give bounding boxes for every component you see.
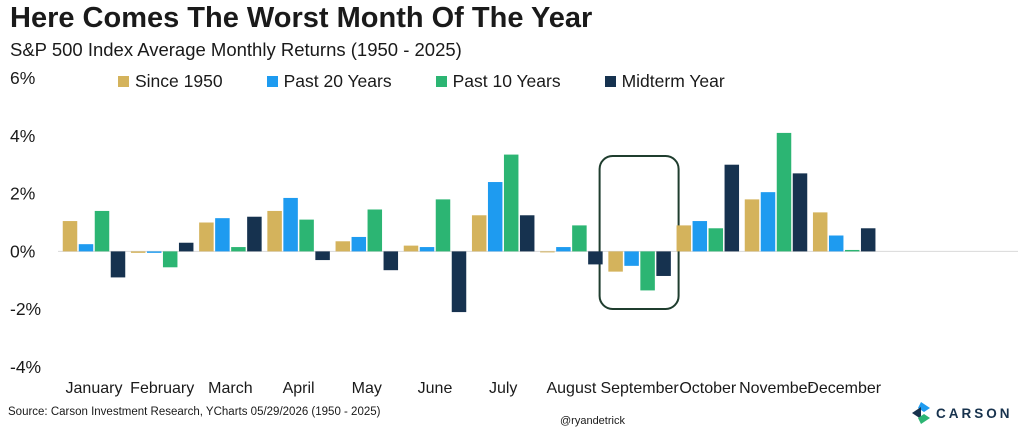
bar — [403, 245, 419, 252]
bar — [62, 221, 78, 252]
x-tick-label: June — [418, 380, 453, 397]
x-tick-label: August — [546, 380, 596, 397]
y-tick-label: 4% — [10, 126, 35, 146]
bar — [540, 251, 555, 253]
bar — [146, 251, 162, 253]
bar — [299, 219, 314, 252]
bar — [435, 199, 451, 252]
bar — [247, 216, 262, 252]
bar — [315, 251, 330, 261]
source-note: Source: Carson Investment Research, YCha… — [8, 406, 381, 418]
bar — [776, 132, 792, 252]
bar — [860, 228, 876, 252]
y-tick-label: -4% — [10, 357, 41, 377]
bar — [231, 247, 246, 252]
bar — [471, 215, 487, 252]
bar — [451, 251, 467, 313]
legend-swatch — [604, 76, 616, 87]
y-tick-label: 2% — [10, 184, 35, 204]
bar — [94, 210, 110, 252]
x-tick-label: May — [352, 380, 382, 397]
bar — [78, 244, 94, 252]
legend-swatch — [266, 76, 278, 87]
chart-title: Here Comes The Worst Month Of The Year — [10, 2, 593, 34]
bar — [419, 247, 435, 252]
bar — [178, 242, 194, 252]
y-tick-label: -2% — [10, 299, 41, 319]
legend-label: Past 10 Years — [452, 71, 561, 91]
bar — [692, 221, 708, 252]
bar — [383, 251, 399, 271]
x-tick-label: December — [807, 380, 881, 397]
bar — [351, 236, 367, 252]
x-tick-label: February — [130, 380, 194, 397]
bar — [676, 225, 692, 252]
x-tick-label: September — [600, 380, 679, 397]
x-tick-label: October — [679, 380, 737, 397]
bar — [792, 173, 808, 252]
bar — [335, 241, 351, 252]
carson-logo: CARSON — [912, 402, 1013, 424]
bar — [199, 222, 214, 252]
y-tick-label: 0% — [10, 241, 35, 261]
x-tick-label: November — [739, 380, 813, 397]
bar — [708, 228, 724, 252]
bar — [640, 251, 655, 291]
legend-swatch — [118, 76, 129, 87]
bar — [130, 251, 146, 253]
legend-item-midterm-year: Midterm Year — [604, 71, 725, 92]
x-tick-label: April — [283, 380, 315, 397]
legend-label: Past 20 Years — [283, 71, 392, 91]
bar — [487, 182, 503, 252]
carson-logo-icon — [912, 402, 930, 424]
x-tick-label: July — [489, 380, 517, 397]
bar — [572, 225, 587, 252]
legend-item-past-20-years: Past 20 Years — [266, 71, 392, 92]
highlight-box — [598, 155, 680, 310]
bar — [844, 249, 860, 252]
bar — [162, 251, 178, 268]
bar — [367, 209, 383, 252]
bar — [267, 210, 282, 252]
y-tick-label: 6% — [10, 68, 35, 88]
legend-swatch — [435, 76, 447, 87]
bar — [828, 235, 844, 252]
legend-item-since-1950: Since 1950 — [118, 71, 223, 92]
bar — [744, 199, 760, 252]
bar — [760, 192, 776, 252]
legend: Since 1950 Past 20 Years Past 10 Years M… — [118, 71, 769, 92]
bar — [519, 215, 535, 252]
legend-label: Since 1950 — [135, 71, 223, 91]
legend-item-past-10-years: Past 10 Years — [435, 71, 561, 92]
legend-label: Midterm Year — [621, 71, 725, 91]
bar — [110, 251, 126, 278]
bar — [556, 247, 571, 252]
bar — [588, 251, 603, 265]
chart-subtitle: S&P 500 Index Average Monthly Returns (1… — [10, 39, 462, 60]
bar — [624, 251, 639, 266]
bar — [283, 197, 298, 252]
bar — [656, 251, 671, 276]
bar — [608, 251, 623, 272]
author-handle: @ryandetrick — [560, 415, 625, 427]
x-tick-label: March — [208, 380, 252, 397]
bar — [724, 164, 740, 252]
bar — [503, 154, 519, 252]
bar — [215, 218, 230, 252]
bar — [812, 212, 828, 252]
x-tick-label: January — [66, 380, 123, 397]
logo-text: CARSON — [936, 405, 1013, 421]
